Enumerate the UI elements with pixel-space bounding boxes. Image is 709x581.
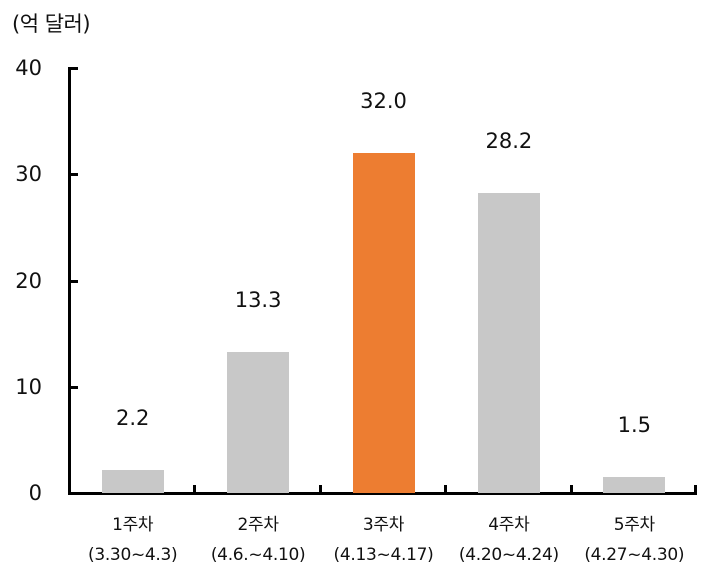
x-category-label-4: 4주차 (4.20~4.24)	[446, 510, 572, 570]
y-tick-mark	[70, 67, 78, 70]
x-tick-mark	[694, 485, 697, 493]
category-week: 4주차	[488, 515, 530, 535]
value-label-2: 13.3	[234, 287, 282, 312]
category-dates: (4.20~4.24)	[458, 545, 559, 565]
bar-1	[101, 469, 164, 493]
category-dates: (4.27~4.30)	[584, 545, 685, 565]
bar-3	[352, 153, 415, 493]
bar-5	[603, 477, 666, 493]
y-tick-label-0: 0	[28, 481, 42, 505]
x-tick-mark	[444, 485, 447, 493]
value-label-5: 1.5	[617, 413, 651, 438]
category-week: 5주차	[613, 515, 656, 535]
x-axis-line	[68, 492, 697, 495]
category-dates: (4.6.~4.10)	[210, 545, 306, 565]
category-week: 3주차	[362, 515, 405, 535]
y-tick-label-30: 30	[15, 162, 42, 186]
x-tick-mark	[570, 485, 573, 493]
x-category-label-2: 2주차 (4.6.~4.10)	[195, 510, 321, 570]
y-tick-mark	[70, 386, 78, 389]
x-tick-mark	[319, 485, 322, 493]
y-axis-unit-label: (억 달러)	[12, 12, 91, 36]
category-dates: (4.13~4.17)	[333, 545, 434, 565]
x-category-label-1: 1주차 (3.30~4.3)	[70, 510, 196, 570]
bar-4	[477, 193, 540, 493]
x-tick-mark	[193, 485, 196, 493]
value-label-1: 2.2	[115, 405, 150, 430]
category-week: 2주차	[237, 515, 279, 535]
value-label-4: 28.2	[485, 129, 533, 154]
y-tick-label-10: 10	[15, 375, 42, 399]
y-tick-label-40: 40	[15, 56, 42, 80]
y-tick-label-20: 20	[15, 269, 42, 293]
y-tick-mark	[70, 280, 78, 283]
value-label-3: 32.0	[360, 89, 407, 113]
y-tick-mark	[70, 173, 78, 176]
bar-2	[227, 351, 290, 493]
category-dates: (3.30~4.3)	[87, 545, 178, 565]
category-week: 1주차	[112, 515, 154, 535]
x-category-label-3: 3주차 (4.13~4.17)	[321, 510, 447, 570]
y-axis-line	[68, 67, 71, 495]
x-category-label-5: 5주차 (4.27~4.30)	[571, 510, 697, 570]
